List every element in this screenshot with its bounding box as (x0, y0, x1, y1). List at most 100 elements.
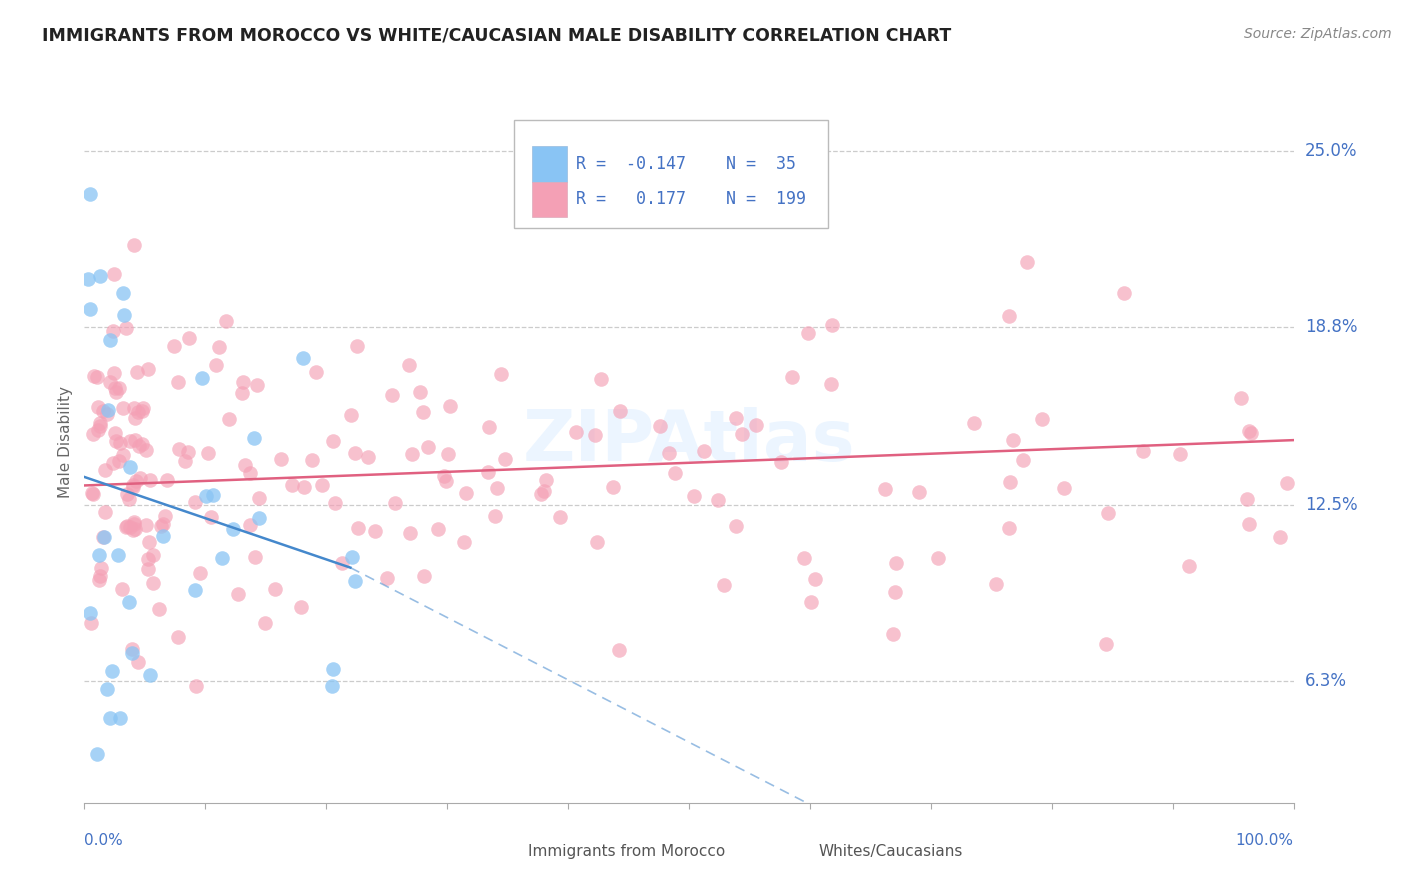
Point (586, 535, 609, 549)
Point (439, 399, 461, 413)
Point (1239, 424, 1261, 438)
Point (247, 491, 270, 506)
Point (384, 496, 406, 510)
Point (381, 388, 404, 402)
Text: R =   0.177    N =  199: R = 0.177 N = 199 (576, 191, 807, 209)
Point (87, 424, 110, 438)
Point (231, 385, 253, 400)
Point (118, 459, 141, 474)
Point (122, 238, 145, 252)
Point (436, 447, 458, 461)
Point (89, 268, 111, 283)
Point (346, 339, 368, 353)
Point (89, 419, 111, 434)
Point (115, 487, 138, 501)
Point (108, 454, 131, 468)
Point (998, 475, 1021, 489)
Point (131, 404, 153, 418)
Point (280, 477, 302, 491)
Point (401, 447, 423, 461)
Point (125, 474, 148, 488)
Point (433, 469, 456, 483)
Point (804, 572, 827, 586)
Point (138, 362, 160, 376)
Point (108, 435, 131, 450)
FancyBboxPatch shape (531, 182, 567, 217)
Point (98, 711, 121, 725)
Point (128, 439, 150, 453)
Point (156, 473, 179, 487)
Point (1001, 433, 1024, 447)
Point (124, 411, 146, 425)
Point (121, 641, 143, 656)
Text: 6.3%: 6.3% (1305, 672, 1347, 690)
Point (104, 381, 127, 395)
Point (139, 668, 162, 682)
Point (128, 471, 150, 485)
Point (89, 573, 111, 587)
Point (152, 517, 174, 532)
Point (205, 358, 228, 372)
Point (323, 496, 346, 510)
Point (112, 401, 135, 415)
Point (453, 535, 475, 549)
Point (141, 576, 163, 591)
Text: 100.0%: 100.0% (1236, 833, 1294, 848)
Point (186, 679, 208, 693)
Point (820, 377, 842, 392)
Point (713, 578, 735, 592)
Point (375, 571, 398, 585)
Point (243, 549, 266, 564)
Point (270, 452, 292, 467)
Point (247, 511, 270, 525)
Point (118, 520, 141, 534)
Point (184, 495, 207, 509)
Point (82, 486, 104, 500)
Point (602, 480, 624, 494)
Point (115, 518, 138, 533)
Point (304, 365, 326, 379)
Point (434, 475, 457, 489)
Point (79, 302, 101, 317)
Point (121, 646, 143, 660)
Point (194, 489, 217, 503)
Point (998, 521, 1021, 535)
Point (908, 485, 931, 500)
Point (533, 483, 555, 498)
Point (167, 630, 190, 644)
Point (122, 401, 145, 416)
Point (745, 417, 768, 432)
Point (340, 408, 363, 422)
Point (550, 509, 572, 524)
Point (1236, 491, 1258, 506)
Point (108, 381, 131, 395)
Point (221, 522, 243, 536)
Point (121, 523, 143, 537)
Point (294, 480, 316, 494)
Point (398, 359, 420, 373)
Point (1132, 444, 1154, 458)
Point (118, 491, 141, 506)
Point (82, 487, 104, 501)
Point (408, 384, 430, 399)
Point (1178, 559, 1201, 574)
Point (77, 272, 100, 286)
Point (682, 490, 704, 504)
Point (132, 401, 155, 415)
Point (1095, 637, 1118, 651)
Point (131, 437, 153, 451)
Point (139, 473, 162, 487)
Point (1017, 255, 1039, 269)
Point (364, 524, 387, 538)
Point (87, 548, 110, 562)
Point (104, 425, 127, 440)
Point (357, 450, 380, 464)
Point (1012, 453, 1035, 467)
Point (167, 442, 190, 457)
Point (79, 607, 101, 621)
Point (117, 595, 139, 609)
Point (91, 404, 114, 418)
Point (197, 445, 219, 459)
Point (239, 467, 262, 481)
Point (477, 465, 499, 479)
